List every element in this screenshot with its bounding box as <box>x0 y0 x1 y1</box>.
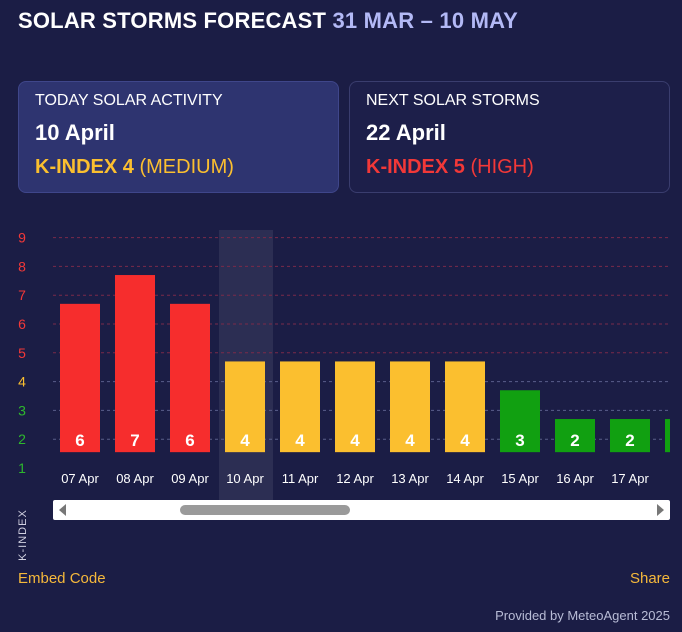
bar-value-label: 4 <box>460 431 470 450</box>
y-tick-label: 7 <box>18 287 26 303</box>
scroll-right-icon[interactable] <box>657 504 664 516</box>
x-tick-label: 14 Apr <box>446 471 484 486</box>
bar-value-label: 4 <box>350 431 360 450</box>
scroll-thumb[interactable] <box>180 505 350 515</box>
next-card-date: 22 April <box>366 120 446 145</box>
today-kindex: K-INDEX 4 <box>35 156 134 178</box>
bar <box>335 361 375 453</box>
bar-value-label: 6 <box>75 431 84 450</box>
x-tick-label: 07 Apr <box>61 471 99 486</box>
today-card-date: 10 April <box>35 120 115 145</box>
y-tick-label: 6 <box>18 316 26 332</box>
next-level: (HIGH) <box>470 156 534 178</box>
bar-value-label: 6 <box>185 431 194 450</box>
x-tick-label: 11 Apr <box>282 471 319 486</box>
next-kindex: K-INDEX 5 <box>366 156 465 178</box>
x-tick-label: 09 Apr <box>171 471 209 486</box>
x-tick-label: 12 Apr <box>336 471 374 486</box>
x-tick-label: 13 Apr <box>391 471 429 486</box>
bar-value-label: 4 <box>240 431 250 450</box>
bar-value-label: 7 <box>130 431 139 450</box>
next-card-label: NEXT SOLAR STORMS <box>366 92 540 109</box>
chart-scrollbar[interactable] <box>53 500 670 520</box>
bar <box>610 419 650 453</box>
bar-value-label: 4 <box>405 431 415 450</box>
x-tick-label: 16 Apr <box>556 471 594 486</box>
bar <box>500 390 540 453</box>
bar <box>390 361 430 453</box>
kindex-chart-svg: 1 2 3 4 5 6 7 8 9 6 07 Apr 7 08 Apr 6 09 Apr 4 10 Apr 4 11… <box>18 230 670 500</box>
today-level: (MEDIUM) <box>139 156 234 178</box>
bar <box>665 419 670 453</box>
y-tick-label: 4 <box>18 374 26 390</box>
page-title: SOLAR STORMS FORECAST 31 MAR – 10 MAY <box>18 8 518 34</box>
y-tick-label: 2 <box>18 431 26 447</box>
today-card-label: TODAY SOLAR ACTIVITY <box>35 92 223 109</box>
bar-value-label: 3 <box>515 431 524 450</box>
share-link[interactable]: Share <box>629 570 670 587</box>
bar-value-label: 2 <box>570 431 579 450</box>
bar <box>555 419 595 453</box>
bar <box>225 361 265 453</box>
bar <box>115 275 155 453</box>
bar <box>170 303 210 453</box>
bar-value-label: 4 <box>295 431 305 450</box>
today-card-kindex-line: K-INDEX 4 (MEDIUM) <box>35 156 322 179</box>
y-tick-label: 8 <box>18 258 26 274</box>
bar <box>60 303 100 453</box>
embed-code-link[interactable]: Embed Code <box>18 570 106 587</box>
y-tick-label: 5 <box>18 345 26 361</box>
x-tick-label: 10 Apr <box>226 471 264 486</box>
bar <box>280 361 320 453</box>
x-tick-label: 15 Apr <box>501 471 539 486</box>
y-tick-label: 9 <box>18 230 26 246</box>
bar-value-label: 2 <box>625 431 634 450</box>
kindex-chart: 1 2 3 4 5 6 7 8 9 6 07 Apr 7 08 Apr 6 09 Apr 4 10 Apr 4 11… <box>0 220 682 550</box>
provided-by: Provided by MeteoAgent 2025 <box>495 608 670 623</box>
next-storms-card: NEXT SOLAR STORMS 22 April K-INDEX 5 (HI… <box>349 81 670 193</box>
scroll-left-icon[interactable] <box>59 504 66 516</box>
y-tick-label: 1 <box>18 460 26 476</box>
bars-group: 6 07 Apr 7 08 Apr 6 09 Apr 4 10 Apr 4 11 Apr 4 12 A… <box>60 275 670 486</box>
next-card-kindex-line: K-INDEX 5 (HIGH) <box>366 156 653 179</box>
title-range: 31 MAR – 10 MAY <box>332 8 519 33</box>
today-activity-card: TODAY SOLAR ACTIVITY 10 April K-INDEX 4 … <box>18 81 339 193</box>
title-main: SOLAR STORMS FORECAST <box>18 8 327 33</box>
x-tick-label: 17 Apr <box>611 471 649 486</box>
x-tick-label: 08 Apr <box>116 471 154 486</box>
bar <box>445 361 485 453</box>
y-tick-label: 3 <box>18 402 26 418</box>
y-axis-label: K-INDEX <box>17 509 29 561</box>
